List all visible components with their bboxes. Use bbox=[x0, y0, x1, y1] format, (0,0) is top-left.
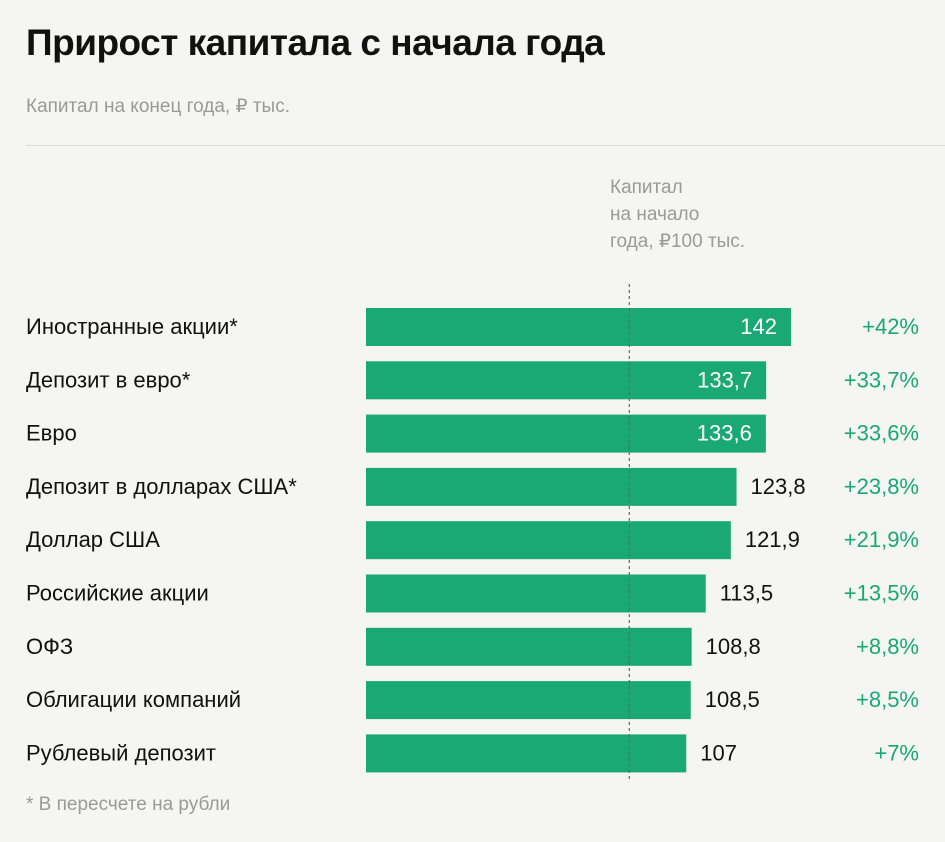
bar bbox=[366, 627, 692, 666]
footnote: * В пересчете на рубли bbox=[26, 794, 231, 815]
value-label: 121,9 bbox=[745, 527, 800, 552]
bar bbox=[366, 414, 766, 453]
category-label: Доллар США bbox=[26, 527, 160, 552]
growth-label: +33,7% bbox=[844, 367, 919, 392]
value-label: 108,5 bbox=[705, 687, 760, 712]
growth-label: +21,9% bbox=[844, 527, 919, 552]
growth-label: +8,8% bbox=[856, 634, 919, 659]
value-label: 142 bbox=[740, 314, 777, 339]
bar bbox=[366, 734, 687, 773]
growth-label: +23,8% bbox=[844, 474, 919, 499]
bar bbox=[366, 308, 791, 346]
baseline-note-line: года, ₽100 тыс. bbox=[610, 231, 746, 252]
bar bbox=[366, 681, 691, 720]
value-label: 113,5 bbox=[720, 581, 773, 606]
chart-title: Прирост капитала с начала года bbox=[26, 22, 605, 63]
category-label: ОФЗ bbox=[26, 634, 73, 659]
category-label: Иностранные акции* bbox=[26, 314, 238, 339]
category-label: Депозит в долларах США* bbox=[26, 474, 297, 499]
growth-label: +13,5% bbox=[844, 581, 919, 606]
category-label: Евро bbox=[26, 421, 77, 446]
category-label: Депозит в евро* bbox=[26, 367, 191, 392]
growth-label: +7% bbox=[874, 740, 919, 765]
chart-subtitle: Капитал на конец года, ₽ тыс. bbox=[26, 96, 290, 117]
baseline-note: Капитал на начало года, ₽100 тыс. bbox=[610, 174, 810, 255]
value-label: 108,8 bbox=[706, 634, 761, 659]
bar bbox=[366, 521, 731, 560]
category-label: Российские акции bbox=[26, 581, 209, 606]
baseline-note-line: на начало bbox=[610, 204, 700, 225]
value-label: 133,7 bbox=[697, 367, 752, 392]
bar bbox=[366, 574, 706, 613]
value-label: 123,8 bbox=[751, 474, 806, 499]
baseline-note-line: Капитал bbox=[610, 177, 683, 198]
growth-label: +33,6% bbox=[844, 421, 919, 446]
header-divider bbox=[26, 145, 945, 146]
category-label: Облигации компаний bbox=[26, 687, 241, 712]
growth-label: +8,5% bbox=[856, 687, 919, 712]
value-label: 107 bbox=[700, 740, 737, 765]
growth-label: +42% bbox=[862, 314, 919, 339]
bar bbox=[366, 467, 737, 506]
bar bbox=[366, 361, 767, 400]
category-label: Рублевый депозит bbox=[26, 740, 216, 765]
value-label: 133,6 bbox=[697, 421, 752, 446]
